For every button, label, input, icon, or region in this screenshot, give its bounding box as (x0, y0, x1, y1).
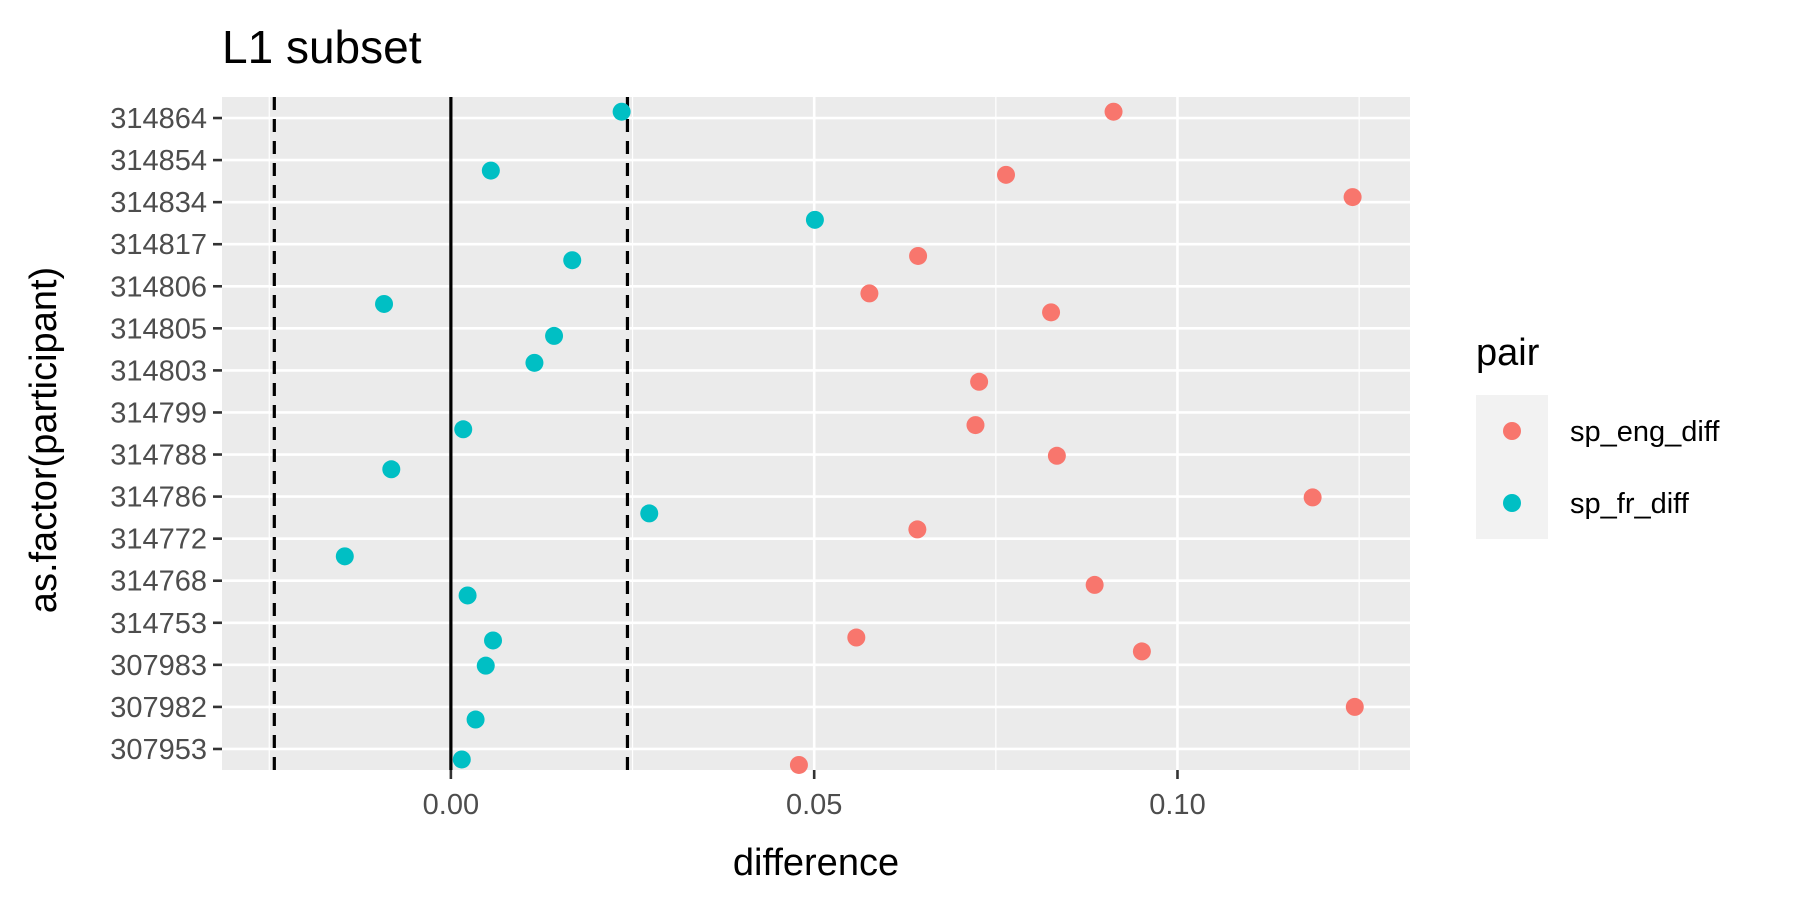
y-tick-label: 307983 (110, 650, 207, 682)
y-tick-label: 314786 (110, 482, 207, 514)
point-sp_fr_diff-314854 (481, 161, 500, 180)
legend-label-sp_fr_diff: sp_fr_diff (1570, 488, 1690, 520)
point-sp_fr_diff-314806 (375, 294, 394, 313)
y-tick-label: 314854 (110, 145, 207, 177)
point-sp_fr_diff-314772 (335, 547, 354, 566)
y-tick-label: 314772 (110, 524, 207, 556)
y-axis-title: as.factor(participant) (23, 267, 65, 613)
point-sp_fr_diff-314786 (640, 504, 659, 523)
x-tick-label: 0.10 (1149, 789, 1205, 821)
point-sp_fr_diff-314788 (382, 460, 401, 479)
point-sp_eng_diff-314805 (1042, 303, 1061, 322)
y-tick-label: 314806 (110, 271, 207, 303)
point-sp_fr_diff-314803 (525, 353, 544, 372)
point-sp_eng_diff-314753 (847, 628, 866, 647)
point-sp_eng_diff-307983 (1132, 642, 1151, 661)
x-axis-title: difference (733, 842, 899, 884)
point-sp_fr_diff-314864 (612, 102, 631, 121)
y-tick-label: 314805 (110, 313, 207, 345)
point-sp_fr_diff-314799 (454, 420, 473, 439)
y-tick-label: 307953 (110, 734, 207, 766)
y-tick-label: 314788 (110, 440, 207, 472)
point-sp_eng_diff-314854 (997, 165, 1016, 184)
point-sp_fr_diff-314805 (545, 326, 564, 345)
point-sp_eng_diff-314786 (1303, 488, 1322, 507)
y-tick-label: 314864 (110, 103, 207, 135)
point-sp_eng_diff-314834 (1343, 188, 1362, 207)
point-sp_fr_diff-314768 (458, 586, 477, 605)
point-sp_fr_diff-307983 (476, 656, 495, 675)
minor-gridlines (268, 97, 1360, 770)
y-tick-label: 307982 (110, 692, 207, 724)
y-tick-label: 314817 (110, 229, 207, 261)
plot-panel (222, 97, 1410, 770)
legend-key-sp_fr_diff (1503, 494, 1521, 512)
legend-key-sp_eng_diff (1503, 422, 1521, 440)
point-sp_fr_diff-314753 (484, 631, 503, 650)
y-tick-label: 314753 (110, 608, 207, 640)
major-gridlines (222, 97, 1410, 770)
data-points (335, 102, 1364, 774)
legend-key-background (1476, 395, 1548, 539)
legend-label-sp_eng_diff: sp_eng_diff (1570, 416, 1720, 448)
legend-title: pair (1476, 332, 1540, 374)
y-tick-label: 314799 (110, 397, 207, 429)
point-sp_eng_diff-307982 (1345, 697, 1364, 716)
legend: pair sp_eng_diff sp_fr_diff (1476, 332, 1720, 539)
point-sp_eng_diff-314803 (970, 372, 989, 391)
point-sp_fr_diff-307982 (466, 710, 485, 729)
x-tick-label: 0.05 (786, 789, 842, 821)
point-sp_eng_diff-314799 (966, 416, 985, 435)
point-sp_fr_diff-314817 (563, 251, 582, 270)
point-sp_fr_diff-307953 (452, 750, 471, 769)
point-sp_eng_diff-314864 (1104, 102, 1123, 121)
point-sp_eng_diff-307953 (789, 755, 808, 774)
point-sp_eng_diff-314768 (1085, 575, 1104, 594)
point-sp_eng_diff-314806 (860, 284, 879, 303)
x-tick-label: 0.00 (423, 789, 479, 821)
y-tick-label: 314768 (110, 566, 207, 598)
point-sp_eng_diff-314817 (909, 246, 928, 265)
point-sp_eng_diff-314788 (1047, 446, 1066, 465)
chart-title: L1 subset (222, 21, 422, 73)
reference-lines (272, 97, 630, 770)
y-tick-label: 314834 (110, 187, 207, 219)
y-axis: 314864 314854 314834 314817 314806 314805 3148… (110, 103, 222, 766)
y-tick-label: 314803 (110, 355, 207, 387)
point-sp_eng_diff-314772 (908, 520, 927, 539)
point-sp_fr_diff-314834 (805, 210, 824, 229)
x-axis: 0.00 0.05 0.10 (423, 770, 1206, 821)
